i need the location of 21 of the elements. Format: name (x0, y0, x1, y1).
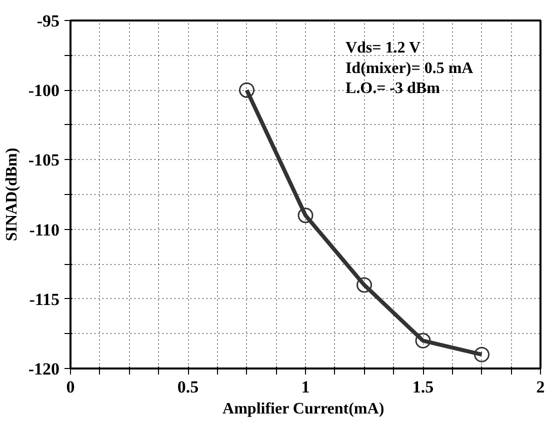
point (298, 208, 314, 224)
point (239, 82, 254, 98)
y-tick-label: -110 (29, 220, 60, 240)
x-tick-label: 2 (536, 378, 545, 396)
x-tick-label: 1 (301, 378, 310, 396)
x-axis-title: Amplifier Current(mA) (222, 400, 384, 418)
annotation: Vds= 1.2 V (345, 40, 421, 57)
y-tick-label: -100 (28, 81, 60, 100)
x-tick-label: 1.5 (412, 378, 434, 396)
annotation: Id(mixer)= 0.5 mA (345, 60, 474, 77)
point (356, 277, 372, 293)
x-tick-label: 0.5 (177, 378, 199, 396)
x-tick-label: 0 (66, 378, 75, 396)
y-axis-title: SINAD(dBm) (3, 148, 20, 242)
y-tick-label: -120 (28, 360, 60, 378)
annotation: L.O.= -3 dBm (345, 80, 441, 98)
point (474, 346, 490, 362)
y-tick-label: -115 (29, 290, 60, 309)
y-tick-label: -95 (36, 12, 60, 30)
y-tick-label: -105 (28, 150, 60, 170)
point (415, 332, 431, 348)
